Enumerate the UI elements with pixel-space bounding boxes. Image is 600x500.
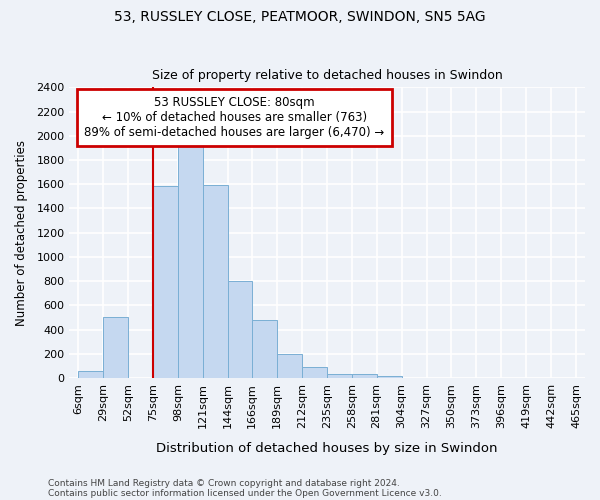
Bar: [377, 376, 401, 378]
Text: Contains public sector information licensed under the Open Government Licence v3: Contains public sector information licen…: [48, 488, 442, 498]
X-axis label: Distribution of detached houses by size in Swindon: Distribution of detached houses by size …: [157, 442, 498, 455]
Bar: [103, 317, 128, 378]
Bar: [326, 374, 352, 378]
Bar: [277, 354, 302, 378]
Bar: [352, 374, 377, 378]
Bar: [228, 281, 252, 378]
Bar: [78, 372, 103, 378]
Text: 53 RUSSLEY CLOSE: 80sqm
← 10% of detached houses are smaller (763)
89% of semi-d: 53 RUSSLEY CLOSE: 80sqm ← 10% of detache…: [84, 96, 385, 139]
Bar: [302, 367, 326, 378]
Bar: [252, 320, 277, 378]
Bar: [203, 186, 228, 378]
Title: Size of property relative to detached houses in Swindon: Size of property relative to detached ho…: [152, 69, 503, 82]
Bar: [178, 142, 203, 378]
Text: Contains HM Land Registry data © Crown copyright and database right 2024.: Contains HM Land Registry data © Crown c…: [48, 478, 400, 488]
Y-axis label: Number of detached properties: Number of detached properties: [15, 140, 28, 326]
Bar: [153, 186, 178, 378]
Text: 53, RUSSLEY CLOSE, PEATMOOR, SWINDON, SN5 5AG: 53, RUSSLEY CLOSE, PEATMOOR, SWINDON, SN…: [114, 10, 486, 24]
